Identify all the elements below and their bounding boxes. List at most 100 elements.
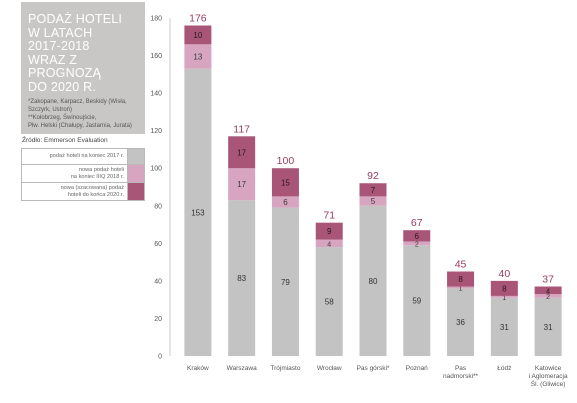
bar-value-label: 7: [371, 186, 376, 195]
bar-value-label: 5: [371, 197, 376, 206]
bar-segment: [184, 44, 212, 69]
bar-value-label: 153: [191, 208, 205, 217]
title-line: WRAZ Z PROGNOZĄ: [28, 52, 102, 80]
footnote-line: Płw. Helski (Chałupy, Jastarnia, Jurata): [28, 123, 132, 129]
bar-segment: [184, 25, 212, 45]
bar-value-label: 13: [193, 52, 202, 61]
x-category-label: Katowice: [535, 365, 562, 372]
x-category-label: Warszawa: [227, 365, 257, 372]
legend-label-line: podaż hoteli na koniec 2017 r.: [49, 153, 124, 159]
x-category-label: Poznań: [406, 365, 428, 372]
bar-value-label: 58: [325, 298, 334, 307]
bar-segment: [490, 297, 518, 356]
bar-segment: [403, 241, 431, 246]
y-tick-label: 120: [150, 128, 162, 135]
bar-value-label: 79: [281, 278, 290, 287]
bar-total-label: 45: [455, 259, 467, 271]
bar-segment: [447, 271, 475, 287]
bar-segment: [359, 196, 387, 206]
bar-value-label: 80: [369, 277, 378, 286]
bar-value-label: 10: [193, 31, 202, 40]
legend-item: nowa (szacowana) podaż hoteli do końca 20…: [21, 182, 145, 201]
bar-segment: [447, 288, 475, 356]
bar-value-label: 2: [546, 294, 550, 301]
x-category-label: Kraków: [187, 365, 209, 372]
y-tick-label: 180: [150, 16, 162, 23]
footnote-line: **Kołobrzeg, Świnoujście,: [28, 115, 97, 121]
bar-segment: [534, 297, 562, 356]
bar-segment: [228, 168, 256, 201]
title-line: PODAŻ HOTELI: [28, 12, 123, 26]
footnotes: *Zakopane, Karpacz, Beskidy (Wisła, Szcz…: [28, 98, 145, 130]
bar-total-label: 92: [367, 170, 379, 182]
bar-value-label: 83: [237, 274, 246, 283]
x-category-label: Wrocław: [317, 365, 342, 372]
bar-segment: [534, 294, 562, 298]
bar-segment: [403, 230, 431, 242]
x-category-label: i Aglomeracja: [529, 373, 568, 380]
footnote-line: Szczyrk, Ustroń): [28, 107, 73, 113]
legend-label-line: hoteli do końca 2020 r.: [67, 191, 124, 198]
bar-value-label: 2: [415, 241, 419, 248]
bar-value-label: 8: [458, 275, 463, 284]
bar-value-label: 17: [237, 148, 246, 157]
legend-swatch: [127, 182, 145, 201]
bar-total-label: 71: [323, 210, 335, 222]
title-line: DO 2020 R.: [28, 79, 97, 94]
chart-title: PODAŻ HOTELI W LATACH 2017-2018 WRAZ Z P…: [28, 12, 145, 94]
bar-total-label: 176: [189, 13, 207, 25]
bar-value-label: 17: [237, 180, 246, 189]
y-tick-label: 100: [150, 166, 162, 173]
bar-segment: [490, 295, 518, 298]
bar-segment: [534, 286, 562, 295]
footnote-line: *Zakopane, Karpacz, Beskidy (Wisła,: [28, 99, 127, 105]
legend-label-line: nowa podaż hoteli: [78, 166, 124, 173]
bar-segment: [271, 168, 299, 197]
y-tick-label: 140: [150, 91, 162, 98]
x-category-label: Śl. (Gliwice): [531, 379, 566, 388]
x-category-label: Pas: [455, 365, 467, 372]
y-tick-label: 160: [150, 53, 162, 60]
bar-value-label: 1: [459, 285, 463, 292]
legend-label-line: nowa (szacowana) podaż: [60, 184, 124, 191]
legend-label: nowa (szacowana) podaż hoteli do końca 20…: [21, 182, 128, 201]
bar-total-label: 37: [542, 274, 554, 286]
bar-segment: [315, 239, 343, 248]
bar-segment: [403, 245, 431, 356]
title-line: 2017-2018: [28, 39, 90, 53]
bar-value-label: 8: [502, 284, 507, 293]
bar-segment: [228, 200, 256, 356]
bar-total-label: 117: [233, 123, 250, 135]
bar-value-label: 31: [500, 323, 509, 332]
bar-total-label: 100: [277, 155, 295, 167]
x-category-label: Łódź: [497, 365, 511, 372]
bar-value-label: 1: [502, 295, 506, 302]
bar-segment: [447, 286, 475, 289]
y-tick-label: 80: [154, 203, 162, 210]
bar-value-label: 36: [456, 318, 465, 327]
bar-total-label: 40: [498, 268, 510, 280]
chart-title-box: PODAŻ HOTELI W LATACH 2017-2018 WRAZ Z P…: [21, 2, 145, 134]
bar-value-label: 31: [544, 323, 553, 332]
bar-segment: [315, 247, 343, 356]
y-tick-label: 0: [158, 354, 162, 361]
bar-segment: [315, 222, 343, 240]
bar-segment: [359, 205, 387, 356]
legend-label-line: na koniec IIIQ 2018 r.: [70, 173, 124, 180]
title-line: W LATACH: [28, 25, 93, 40]
bar-segment: [271, 207, 299, 356]
bar-value-label: 4: [327, 241, 331, 248]
y-tick-label: 20: [154, 316, 162, 323]
bar-segment: [490, 280, 518, 296]
source-note: Źródło: Emmerson Evaluation: [22, 137, 108, 144]
bar-segment: [184, 68, 212, 356]
legend: podaż hoteli na koniec 2017 r. nowa poda…: [21, 148, 145, 201]
y-tick-label: 40: [154, 278, 162, 285]
x-category-label: Pas górski*: [357, 365, 390, 372]
bar-value-label: 59: [412, 297, 421, 306]
y-tick-label: 60: [154, 241, 162, 248]
bar-value-label: 6: [283, 198, 288, 207]
bar-value-label: 9: [327, 227, 332, 236]
bar-value-label: 4: [546, 288, 550, 295]
